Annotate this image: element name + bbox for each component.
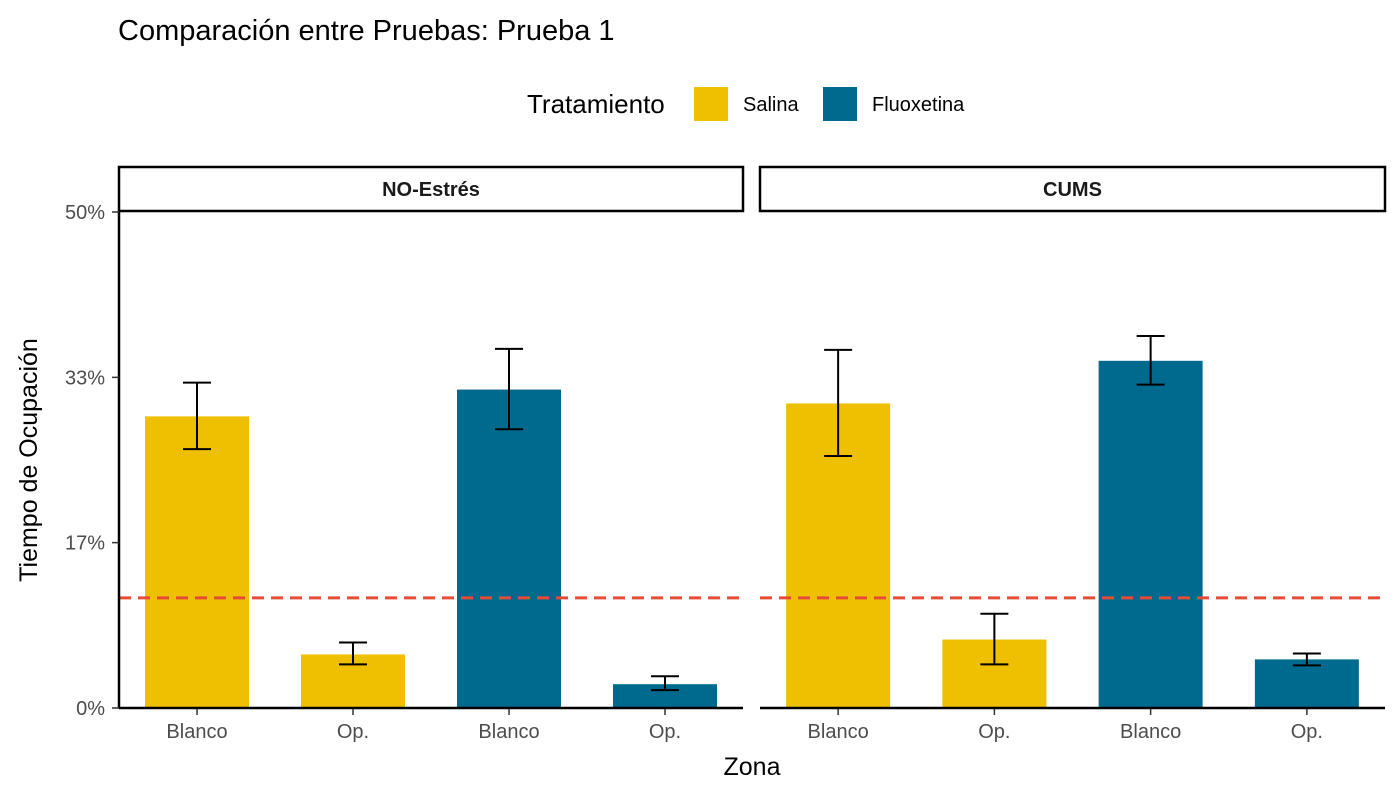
y-tick-label: 33% [65, 367, 105, 389]
x-tick-label: Blanco [478, 721, 539, 743]
y-tick-label: 50% [65, 202, 105, 224]
strip-box [758, 165, 1387, 213]
x-tick-label: Op. [978, 721, 1010, 743]
legend: Tratamiento Salina Fluoxetina [527, 87, 965, 121]
strip-label: NO-Estrés [382, 179, 480, 201]
x-axis-title: Zona [724, 753, 781, 781]
legend-label-salina: Salina [743, 94, 799, 116]
legend-label-fluoxetina: Fluoxetina [872, 94, 965, 116]
strip-label: CUMS [1043, 179, 1102, 201]
x-tick-label: Blanco [808, 721, 869, 743]
panel-1: CUMS Blanco Op. Blanco Op. [758, 165, 1387, 743]
legend-key-fluoxetina [823, 87, 857, 121]
y-tick-label: 17% [65, 533, 105, 555]
bar [457, 389, 561, 708]
bar [1098, 360, 1203, 708]
y-tick-label: 0% [76, 698, 105, 720]
x-tick-label: Op. [1291, 721, 1323, 743]
x-tick-label: Op. [337, 721, 369, 743]
strip-box [117, 165, 745, 213]
bar [613, 684, 717, 708]
chart-title: Comparación entre Pruebas: Prueba 1 [118, 15, 615, 47]
bar [1254, 659, 1359, 708]
y-axis: 0% 17% 33% 50% [65, 202, 121, 720]
panels: NO-Estrés Blanco Op. Blanco Op. CUMS Blanco Op.… [117, 165, 1387, 743]
legend-key-salina [694, 87, 728, 121]
panel-0: NO-Estrés Blanco Op. Blanco Op. [117, 165, 745, 743]
bar [145, 416, 249, 708]
legend-title: Tratamiento [527, 89, 665, 119]
y-axis-title: Tiempo de Ocupación [15, 338, 43, 582]
x-tick-label: Blanco [166, 721, 227, 743]
x-tick-label: Blanco [1120, 721, 1181, 743]
x-tick-label: Op. [649, 721, 681, 743]
